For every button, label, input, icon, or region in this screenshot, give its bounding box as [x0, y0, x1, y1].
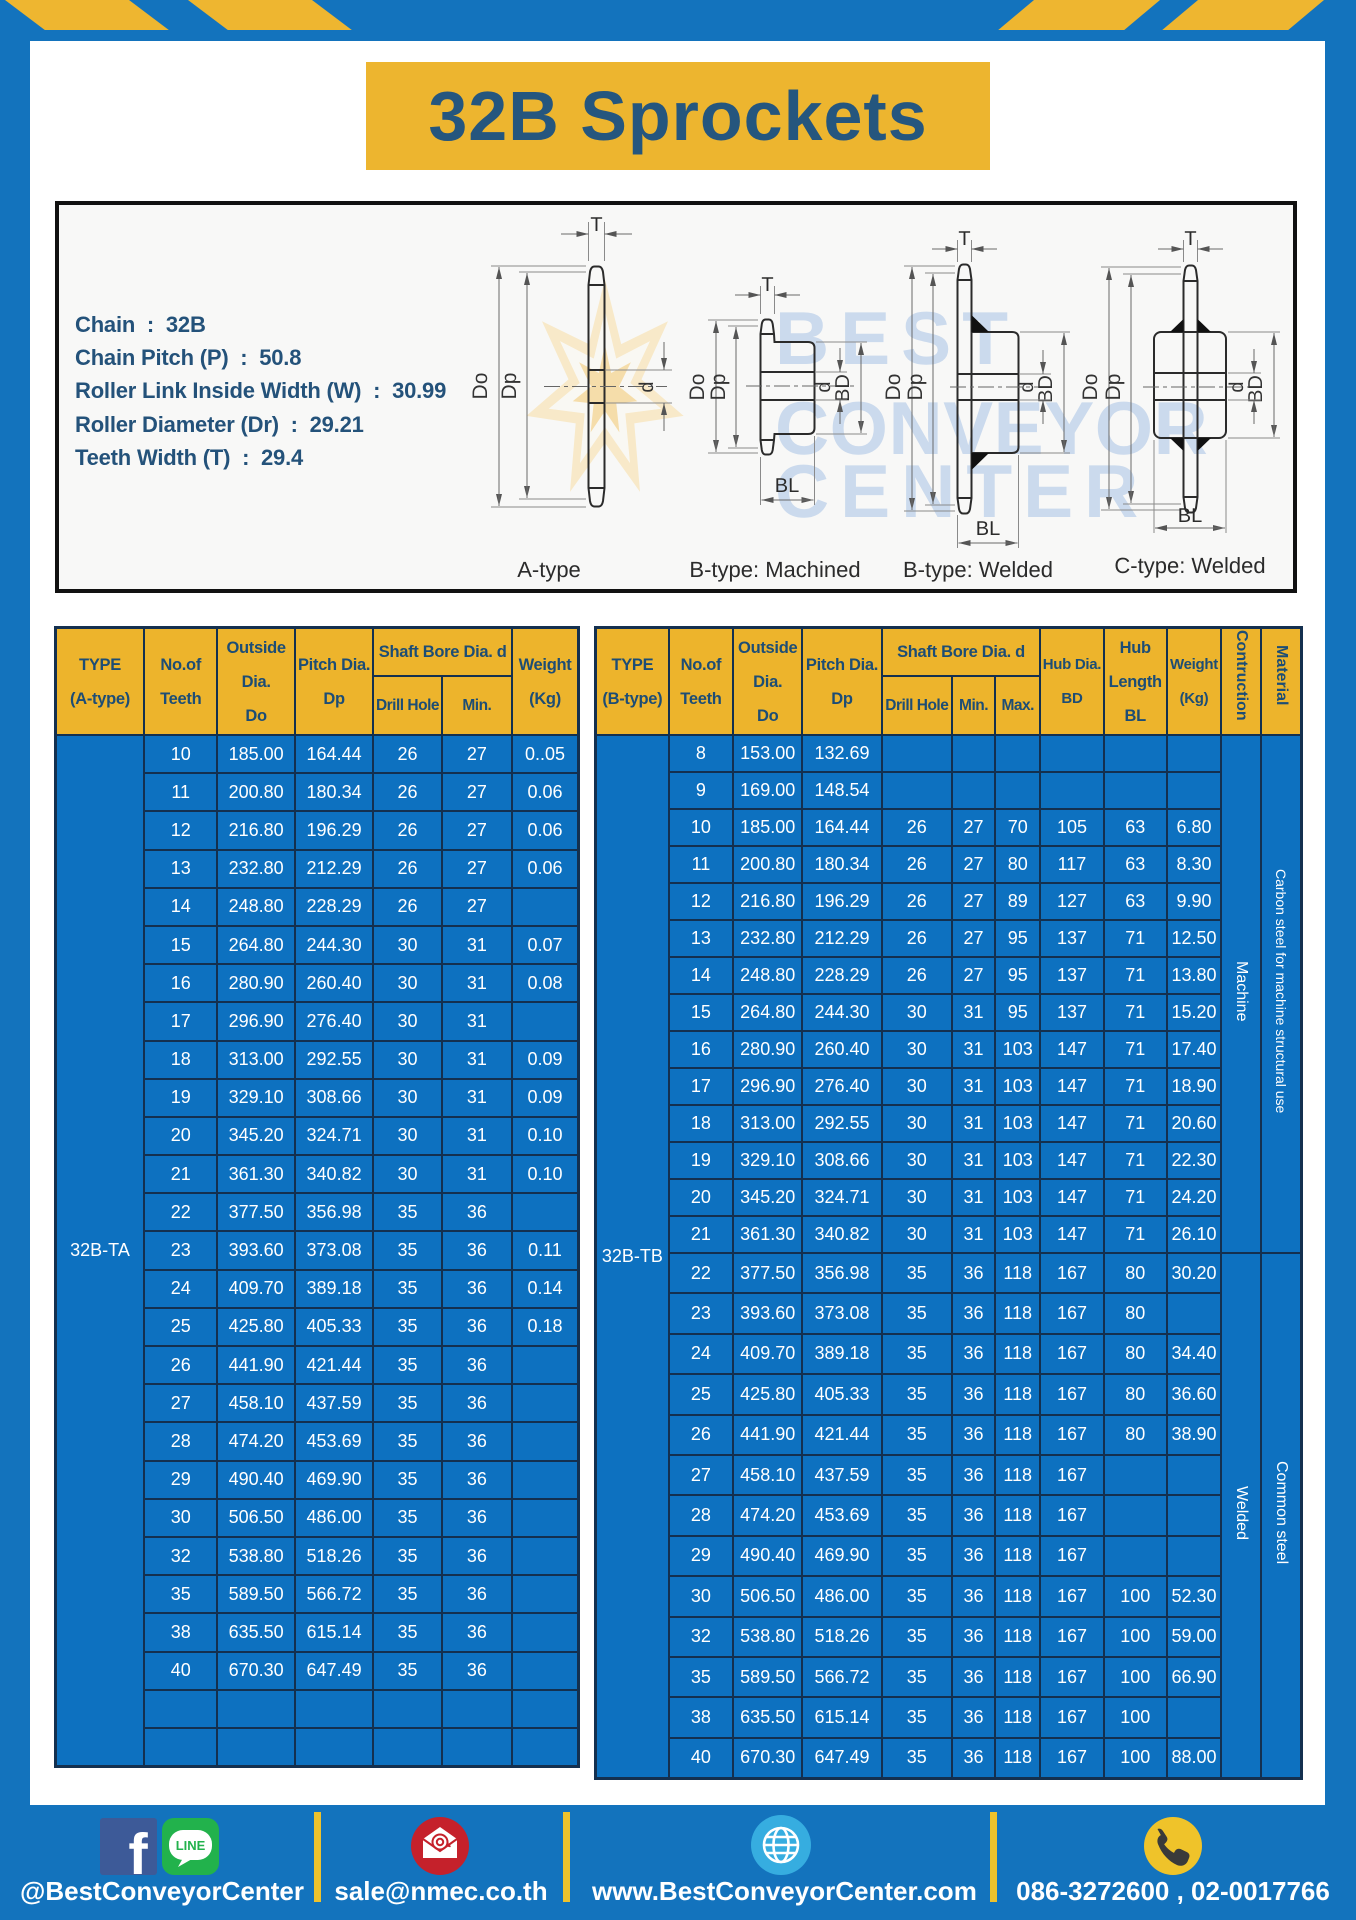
svg-text:LINE: LINE [176, 1838, 206, 1853]
svg-text:Do: Do [1079, 374, 1102, 401]
svg-text:C-type: Welded: C-type: Welded [1114, 553, 1265, 578]
svg-text:BL: BL [1178, 505, 1202, 527]
svg-text:B-type: Welded: B-type: Welded [903, 557, 1053, 582]
svg-text:Do: Do [469, 373, 492, 400]
svg-text:Do: Do [686, 374, 709, 401]
svg-text:Dp: Dp [904, 374, 927, 401]
svg-text:Do: Do [882, 374, 905, 401]
svg-text:T: T [590, 214, 602, 236]
svg-text:Dp: Dp [707, 374, 730, 401]
svg-text:d: d [636, 381, 658, 392]
svg-text:d: d [1016, 381, 1038, 392]
svg-text:B-type: Machined: B-type: Machined [689, 557, 860, 582]
svg-text:T: T [958, 228, 970, 250]
svg-text:BD: BD [1035, 375, 1057, 403]
svg-text:Dp: Dp [1102, 374, 1125, 401]
svg-text:A-type: A-type [517, 557, 581, 582]
svg-text:d: d [1226, 381, 1248, 392]
svg-text:T: T [1184, 228, 1196, 250]
svg-text:T: T [761, 274, 773, 296]
svg-text:f: f [128, 1822, 148, 1887]
svg-text:BL: BL [976, 518, 1000, 540]
svg-text:BL: BL [775, 475, 799, 497]
svg-text:d: d [813, 381, 835, 392]
svg-text:BD: BD [1245, 375, 1267, 403]
svg-text:BD: BD [832, 374, 854, 402]
svg-text:Dp: Dp [498, 373, 521, 400]
